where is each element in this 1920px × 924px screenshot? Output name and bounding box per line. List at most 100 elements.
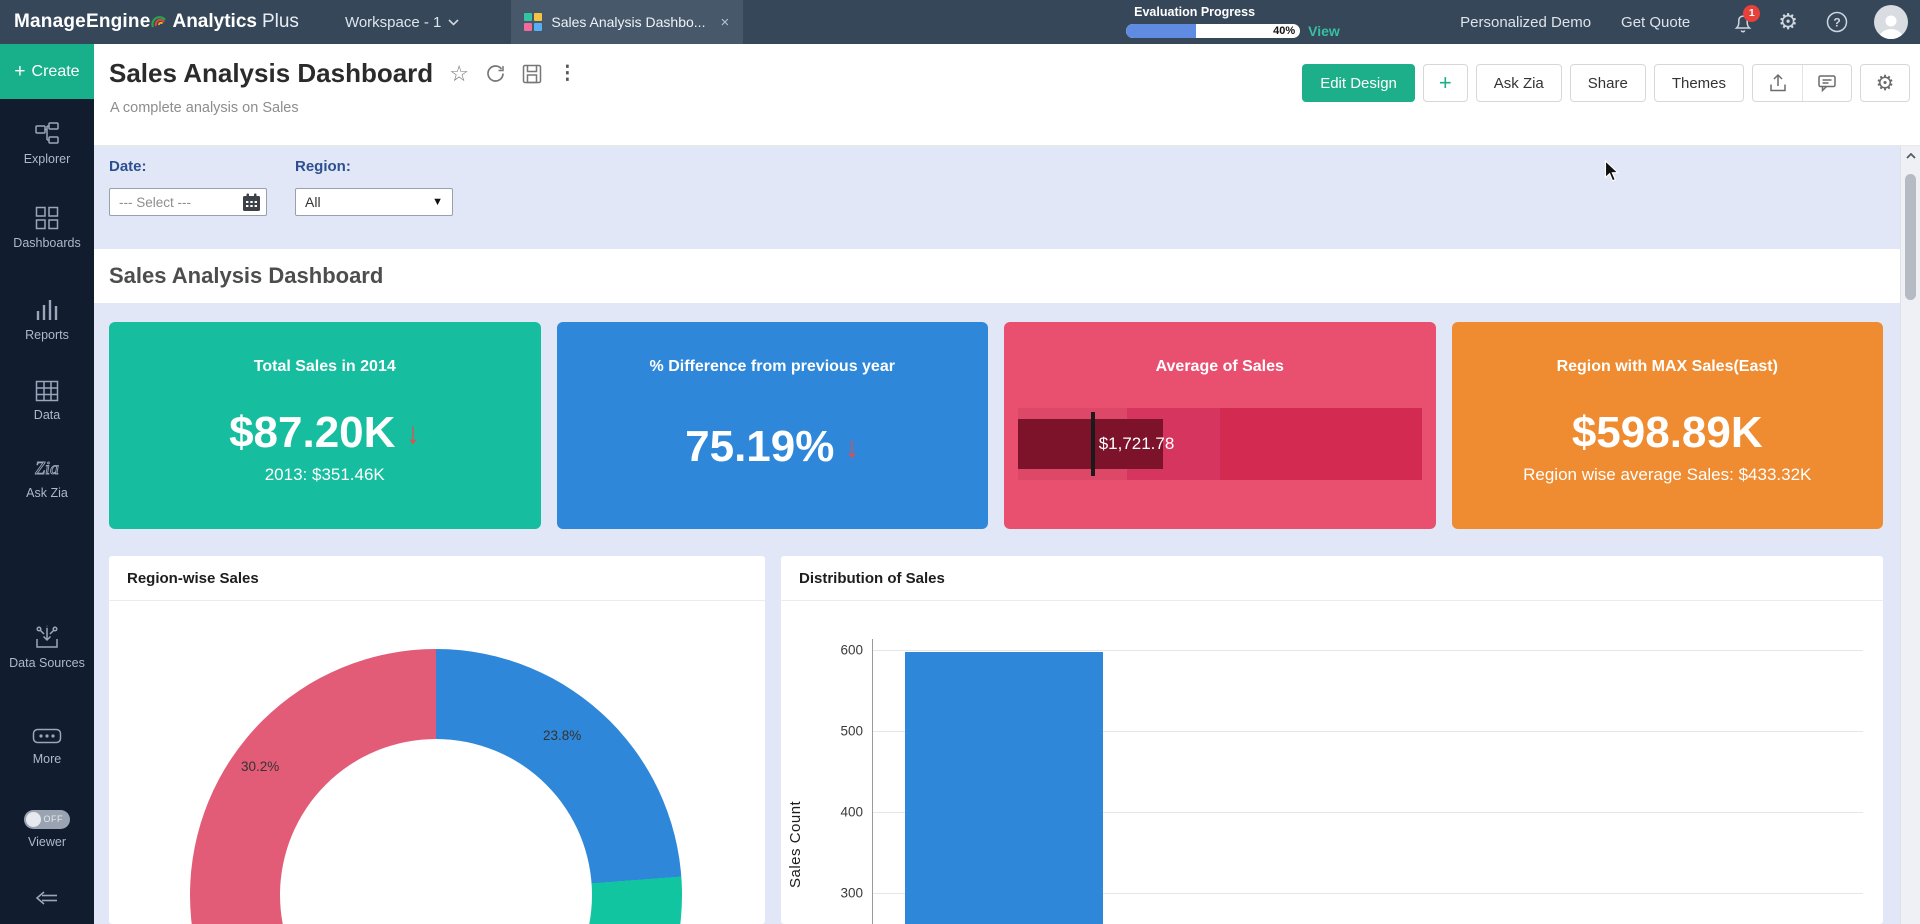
sidebar-item-reports[interactable]: Reports [0, 298, 94, 343]
more-options-kebab-icon[interactable]: ⋮ [557, 63, 577, 84]
comments-icon[interactable] [1802, 65, 1851, 101]
sidebar-item-data[interactable]: Data [0, 380, 94, 423]
panel-header: Region-wise Sales [109, 556, 765, 601]
share-button[interactable]: Share [1569, 64, 1646, 102]
dashboard-section-band: Sales Analysis Dashboard [94, 249, 1900, 303]
ask-zia-button[interactable]: Ask Zia [1475, 64, 1562, 102]
kpi-value: $598.89K [1571, 408, 1763, 458]
dashboard-settings-gear-icon[interactable]: ⚙ [1860, 64, 1910, 102]
svg-text:?: ? [1833, 16, 1840, 30]
workspace-selector[interactable]: Workspace - 1 [345, 14, 459, 31]
toggle-off-switch[interactable]: OFF [24, 810, 70, 829]
settings-gear-icon[interactable]: ⚙ [1778, 9, 1798, 34]
region-filter-value: All [305, 194, 321, 210]
toggle-state: OFF [43, 814, 63, 824]
vertical-scrollbar[interactable] [1900, 146, 1920, 924]
user-avatar[interactable] [1874, 5, 1908, 39]
bullet-value-label: $1,721.78 [1098, 434, 1175, 453]
bar-rect[interactable] [905, 652, 1103, 924]
kpi-title: Total Sales in 2014 [253, 358, 396, 375]
y-axis-tick-label: 400 [840, 804, 863, 820]
add-button[interactable]: + [1422, 64, 1468, 102]
collapse-arrow-icon [35, 891, 57, 905]
edit-design-button[interactable]: Edit Design [1302, 64, 1415, 102]
create-label: Create [31, 62, 80, 80]
gridline [872, 893, 1863, 894]
dashboards-icon [35, 206, 59, 230]
gridline [872, 650, 1863, 651]
save-icon[interactable] [522, 64, 542, 84]
tab-title: Sales Analysis Dashbo... [551, 14, 706, 30]
viewer-toggle[interactable]: OFF Viewer [0, 810, 94, 850]
sidebar-item-explorer[interactable]: Explorer [0, 122, 94, 167]
dashboard-tab-icon [524, 13, 543, 31]
y-axis-tick-label: 300 [840, 885, 863, 901]
data-sources-icon [36, 625, 58, 648]
view-link[interactable]: View [1308, 23, 1340, 39]
kpi-subtext: Region wise average Sales: $433.32K [1523, 464, 1812, 484]
data-table-icon [35, 380, 59, 402]
scroll-up-arrow-icon[interactable] [1901, 146, 1920, 166]
y-axis-label: Sales Count [787, 800, 804, 888]
donut-slice-label: 30.2% [241, 759, 280, 774]
kpi-average-sales-card[interactable]: Average of Sales $1,721.78 [1004, 322, 1436, 529]
gridline [872, 731, 1863, 732]
evaluation-progress: Evaluation Progress 40% View [1126, 5, 1352, 39]
evaluation-progress-percent: 40% [1273, 25, 1296, 37]
bullet-band-3 [1219, 408, 1422, 480]
sidebar-item-more[interactable]: More [0, 726, 94, 767]
tab-sales-analysis-dashboard[interactable]: Sales Analysis Dashbo... × [511, 0, 744, 44]
y-axis-tick-label: 500 [840, 723, 863, 739]
page-title: Sales Analysis Dashboard [109, 58, 434, 88]
get-quote-link[interactable]: Get Quote [1621, 13, 1691, 31]
export-icon[interactable] [1753, 65, 1802, 101]
scrollbar-thumb[interactable] [1905, 174, 1916, 300]
personalized-demo-link[interactable]: Personalized Demo [1460, 13, 1592, 31]
sidebar-item-ask-zia[interactable]: Zia Ask Zia [0, 456, 94, 501]
favorite-star-icon[interactable]: ☆ [449, 60, 469, 86]
notifications-bell-icon[interactable]: 1 [1732, 4, 1761, 34]
evaluation-progress-fill [1126, 24, 1196, 38]
trend-down-arrow-icon: ↓ [844, 430, 860, 464]
bullet-chart[interactable]: $1,721.78 [1018, 408, 1422, 480]
kpi-title: % Difference from previous year [649, 358, 895, 375]
zia-icon: Zia [35, 458, 60, 479]
logo-swoosh-icon [151, 14, 167, 35]
refresh-icon[interactable] [485, 63, 506, 84]
create-button[interactable]: + Create [0, 44, 94, 99]
kpi-title: Average of Sales [1155, 358, 1284, 375]
viewer-label: Viewer [28, 835, 66, 849]
logo-analytics: Analytics [172, 11, 257, 32]
sidebar-item-data-sources[interactable]: Data Sources [0, 624, 94, 671]
top-bar: ManageEngine Analytics Plus Workspace - … [0, 0, 1920, 44]
tab-close-icon[interactable]: × [720, 13, 730, 31]
dashboard-header: Sales Analysis Dashboard ☆ ⋮ A complete … [94, 44, 1920, 146]
date-filter-input[interactable]: --- Select --- [109, 188, 267, 216]
sidebar-item-dashboards[interactable]: Dashboards [0, 206, 94, 251]
kpi-max-region-card[interactable]: Region with MAX Sales(East) $598.89K Reg… [1451, 322, 1883, 529]
sidebar-item-label: Reports [25, 328, 69, 342]
kpi-value: $87.20K [229, 408, 396, 458]
region-wise-sales-panel: Region-wise Sales 30.2% 23.8% [109, 556, 765, 924]
bullet-target-marker [1090, 412, 1095, 476]
collapse-sidebar-button[interactable] [0, 889, 94, 907]
bar-chart-area: 600 500 400 300 Sales Count [781, 601, 1883, 924]
panel-title: Distribution of Sales [799, 569, 945, 587]
sidebar-item-label: Data [33, 408, 61, 422]
main-content: Sales Analysis Dashboard ☆ ⋮ A complete … [94, 44, 1920, 924]
evaluation-progress-label: Evaluation Progress [1134, 5, 1256, 19]
sidebar-item-label: More [32, 752, 62, 766]
themes-button[interactable]: Themes [1653, 64, 1744, 102]
plus-icon: + [14, 60, 26, 82]
help-icon[interactable]: ? [1826, 11, 1848, 33]
distribution-of-sales-panel: Distribution of Sales 600 500 400 300 Sales… [781, 556, 1883, 924]
dashboard-section-title: Sales Analysis Dashboard [109, 263, 384, 288]
logo-manageengine: ManageEngine [14, 11, 151, 32]
dashboard-scroll-area: Date: --- Select --- Region: All ▼ Sales… [94, 146, 1900, 924]
header-icon-group [1752, 64, 1852, 102]
app-logo: ManageEngine Analytics Plus [14, 11, 299, 33]
kpi-total-sales-card[interactable]: Total Sales in 2014 $87.20K ↓ 2013: $351… [109, 322, 541, 529]
kpi-subtext: 2013: $351.46K [264, 464, 385, 484]
region-filter-select[interactable]: All ▼ [295, 188, 453, 216]
kpi-percent-difference-card[interactable]: % Difference from previous year 75.19% ↓ [556, 322, 988, 529]
